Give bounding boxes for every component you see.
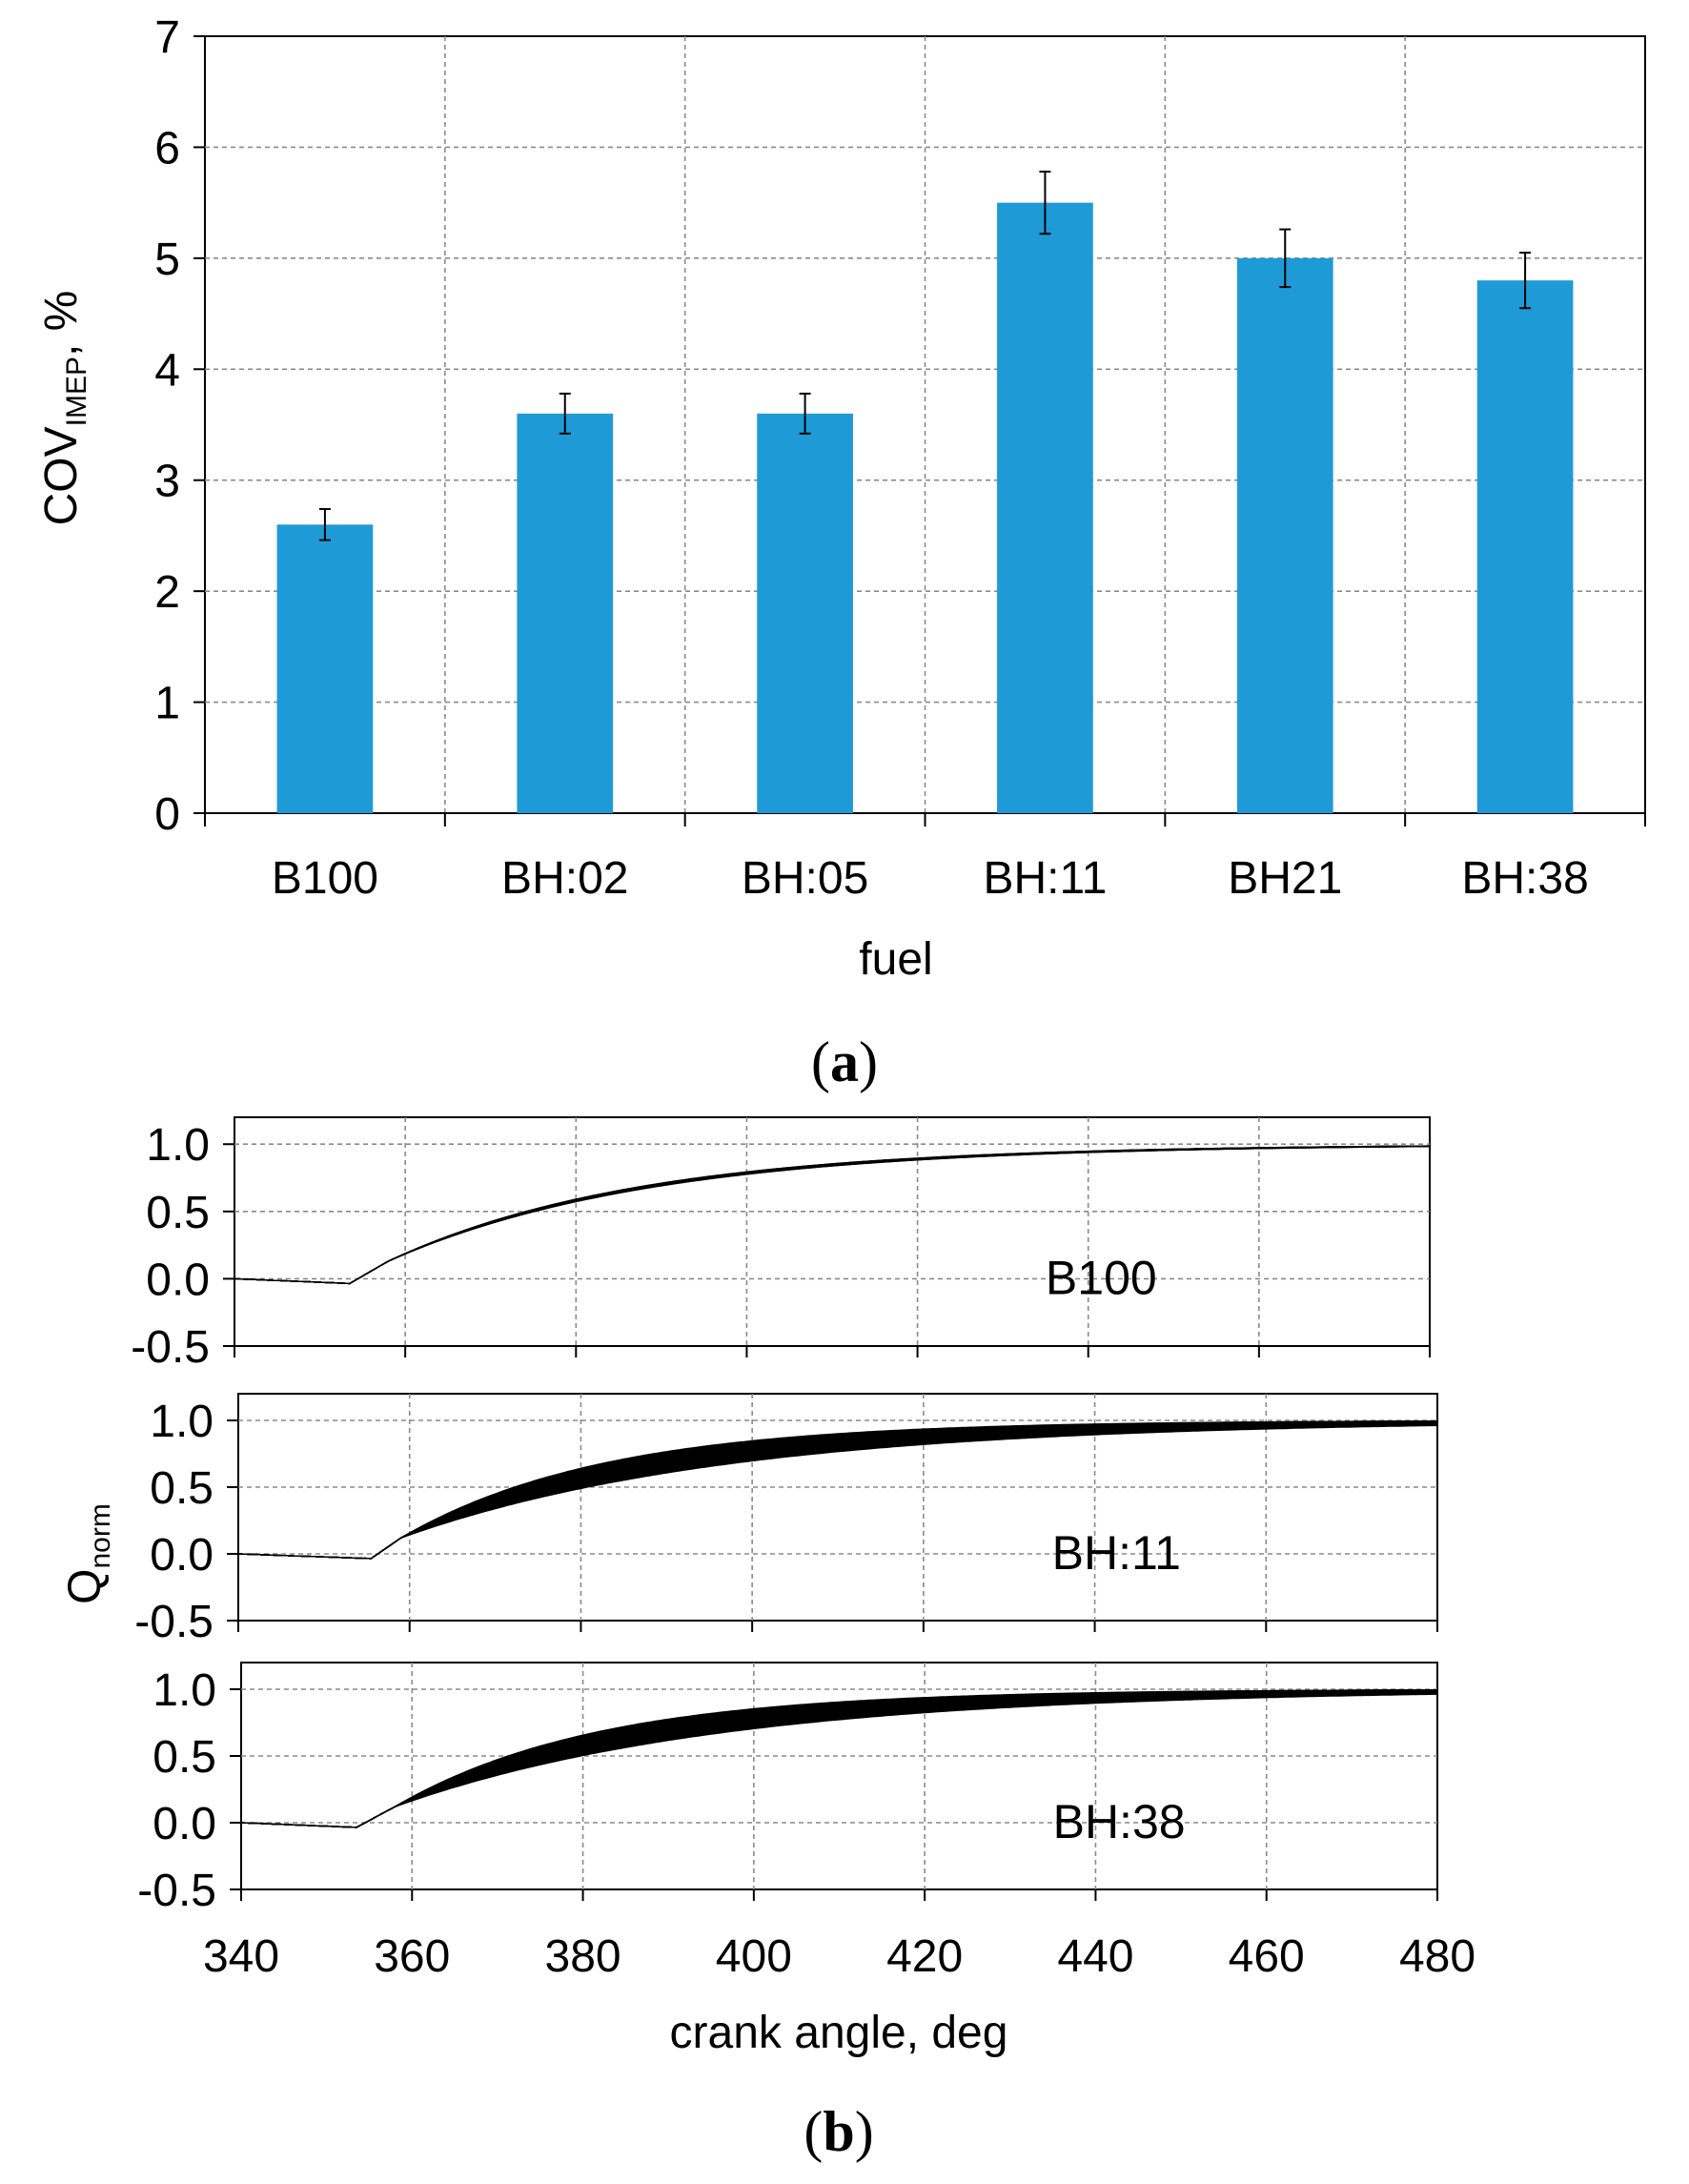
- subplot-label: BH:38: [1053, 1795, 1186, 1848]
- bar-chart-panel: 0 1 2 3 4 5 6 7 B100 BH:02 BH:05 BH:11 BH21 BH:38 fu…: [36, 12, 1646, 1093]
- subplot-b100: -0.5 0.0 0.5 1.0 B100: [131, 1116, 1431, 1373]
- bar-bh02: [517, 413, 614, 813]
- series-line: [234, 1145, 1430, 1285]
- bar-x-tick-label: BH:02: [501, 853, 628, 904]
- line-chart-x-label: crank angle, deg: [670, 2008, 1008, 2058]
- line-chart-panel: -0.5 0.0 0.5 1.0 B100 -0.5 0.0 0.5 1.0 BH:11 -0.5 0…: [60, 1116, 1475, 2163]
- line-y-tick-label: 0.5: [153, 1732, 216, 1783]
- series-line: [234, 1145, 1430, 1285]
- subplot-frame: [237, 1393, 1438, 1622]
- subplot-frame: [240, 1662, 1438, 1890]
- line-y-tick-label: 0.0: [150, 1530, 214, 1581]
- bar-x-tick-label: B100: [272, 853, 378, 904]
- line-y-tick-label: 0.0: [153, 1799, 216, 1849]
- line-y-tick-label: 1.0: [146, 1120, 210, 1171]
- series-line: [234, 1145, 1431, 1285]
- series-line: [234, 1145, 1430, 1285]
- series-line: [234, 1145, 1431, 1285]
- series-line: [234, 1145, 1431, 1285]
- series-line: [234, 1145, 1430, 1285]
- bar-chart-y-label: COVIMEP, %: [36, 291, 92, 526]
- bar-y-tick-label: 3: [154, 457, 180, 507]
- line-x-tick-label: 380: [545, 1931, 621, 1982]
- series-line: [234, 1145, 1430, 1285]
- bar-y-tick-label: 1: [154, 679, 180, 729]
- subplot-label: BH:11: [1052, 1526, 1181, 1580]
- bar-bh21: [1236, 257, 1333, 813]
- series-line: [237, 1421, 1437, 1560]
- line-y-tick-label: 1.0: [153, 1665, 216, 1716]
- bar-chart-y-ticks: 0 1 2 3 4 5 6 7: [154, 12, 180, 840]
- series-line: [237, 1421, 1437, 1560]
- line-y-tick-label: 0.0: [146, 1255, 210, 1305]
- series-line: [234, 1145, 1431, 1285]
- line-x-tick-label: 360: [374, 1931, 450, 1982]
- series-line: [240, 1690, 1437, 1828]
- series-line: [234, 1145, 1430, 1285]
- line-x-tick-label: 340: [203, 1931, 279, 1982]
- bar-x-tick-label: BH21: [1228, 853, 1342, 904]
- bar-bh38: [1476, 280, 1574, 814]
- bar-chart-x-ticks: B100 BH:02 BH:05 BH:11 BH21 BH:38: [272, 853, 1589, 904]
- series-line: [234, 1145, 1430, 1285]
- bar-y-tick-label: 2: [154, 567, 180, 618]
- bar-chart-error-bars: [318, 171, 1532, 541]
- caption-a: (a): [811, 1031, 878, 1093]
- bar-b100: [276, 524, 374, 813]
- line-y-tick-label: 0.5: [150, 1463, 214, 1514]
- series-line: [234, 1145, 1430, 1285]
- line-y-tick-label: 0.5: [146, 1188, 210, 1238]
- bar-chart-grid: [193, 35, 1646, 827]
- series-line: [240, 1689, 1437, 1828]
- bar-x-tick-label: BH:38: [1461, 853, 1588, 904]
- series-line: [237, 1420, 1437, 1560]
- line-x-tick-label: 440: [1057, 1931, 1133, 1982]
- subplot-frame: [234, 1116, 1431, 1347]
- line-x-tick-label: 420: [886, 1931, 963, 1982]
- series-line: [234, 1145, 1431, 1285]
- line-chart-x-ticks: 340 360 380 400 420 440 460 480: [203, 1931, 1475, 1982]
- bar-chart-x-label: fuel: [859, 934, 932, 985]
- line-y-tick-label: -0.5: [137, 1866, 216, 1916]
- bar-y-tick-label: 5: [154, 235, 180, 285]
- line-chart-y-label: Qnorm: [60, 1503, 116, 1604]
- bar-chart-bars: [276, 202, 1574, 814]
- bar-y-tick-label: 7: [154, 12, 180, 63]
- line-x-tick-label: 460: [1229, 1931, 1305, 1982]
- line-x-tick-label: 480: [1399, 1931, 1475, 1982]
- series-line: [234, 1145, 1431, 1285]
- series-line: [234, 1145, 1430, 1285]
- line-x-tick-label: 400: [716, 1931, 792, 1982]
- bar-x-tick-label: BH:05: [742, 853, 868, 904]
- subplot-bh11: -0.5 0.0 0.5 1.0 BH:11: [134, 1393, 1438, 1647]
- series-line: [234, 1145, 1431, 1285]
- bar-y-tick-label: 0: [154, 789, 180, 840]
- subplot-bh38: -0.5 0.0 0.5 1.0 BH:38: [137, 1662, 1438, 1916]
- bar-y-tick-label: 4: [154, 345, 180, 396]
- line-y-tick-label: -0.5: [131, 1322, 210, 1373]
- bar-bh11: [997, 202, 1093, 814]
- series-line: [234, 1145, 1430, 1285]
- bar-y-tick-label: 6: [154, 123, 180, 173]
- bar-bh05: [757, 413, 853, 813]
- caption-b: (b): [804, 2100, 873, 2163]
- subplot-label: B100: [1046, 1251, 1157, 1304]
- line-y-tick-label: 1.0: [150, 1397, 214, 1447]
- line-y-tick-label: -0.5: [134, 1597, 214, 1647]
- bar-x-tick-label: BH:11: [983, 853, 1107, 904]
